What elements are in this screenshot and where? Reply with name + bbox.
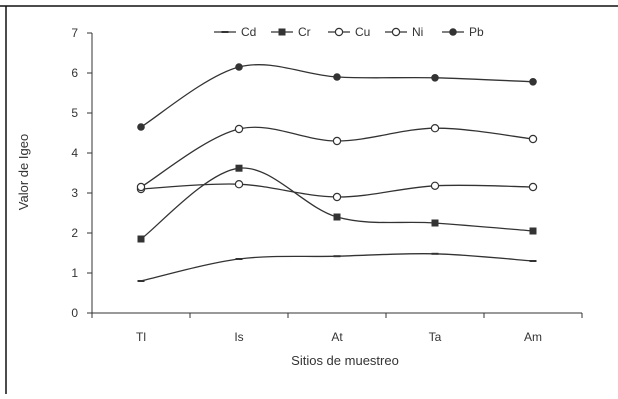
- data-point-cr: [529, 227, 537, 235]
- x-tick-label: Is: [234, 330, 243, 344]
- data-point-cr: [137, 235, 145, 243]
- legend-item-cu: Cu: [328, 25, 370, 39]
- y-tick-label: 3: [71, 186, 78, 200]
- data-point-cr: [235, 164, 243, 172]
- legend-label-cr: Cr: [298, 25, 311, 39]
- data-point-pb: [137, 123, 145, 131]
- data-point-pb: [333, 73, 341, 81]
- legend-item-ni: Ni: [385, 25, 423, 39]
- legend-item-cd: Cd: [214, 25, 256, 39]
- series-cu: [136, 179, 538, 202]
- data-point-cu: [430, 181, 440, 190]
- legend-label-cd: Cd: [241, 25, 256, 39]
- series-cr: [137, 164, 537, 243]
- data-point-pb: [431, 74, 439, 82]
- y-tick-label: 5: [71, 106, 78, 120]
- data-point-cu: [528, 182, 538, 192]
- x-tick-label: Am: [524, 330, 542, 344]
- x-tick-label: Ta: [429, 330, 442, 344]
- legend-item-pb: Pb: [442, 25, 484, 39]
- y-tick-label: 1: [71, 266, 78, 280]
- legend-marker-ni: [391, 27, 401, 37]
- x-axis-label: Sitios de muestreo: [291, 353, 399, 368]
- data-point-cu: [234, 179, 244, 189]
- y-tick-label: 4: [71, 146, 78, 160]
- x-tick-label: Tl: [136, 330, 146, 344]
- y-axis-label: Valor de Igeo: [16, 134, 31, 210]
- series-line-ni: [140, 126, 534, 188]
- data-point-pb: [235, 63, 243, 71]
- legend-marker-pb: [449, 28, 457, 36]
- legend: Cd Cr Cu Ni Pb: [214, 25, 484, 39]
- legend-label-pb: Pb: [469, 25, 484, 39]
- legend-item-cr: Cr: [271, 25, 311, 39]
- data-point-cr: [333, 213, 341, 221]
- data-point-ni: [528, 134, 538, 144]
- axes: 0 1 2 3 4 5 6 7 Tl Is At Ta Am: [71, 26, 583, 344]
- y-tick-label: 0: [71, 306, 78, 320]
- series-line-cd: [140, 252, 534, 282]
- data-point-cu: [332, 192, 342, 202]
- data-point-pb: [529, 78, 537, 86]
- y-tick-label: 2: [71, 226, 78, 240]
- legend-label-cu: Cu: [355, 25, 370, 39]
- x-tick-label: At: [331, 330, 343, 344]
- data-point-ni: [234, 124, 244, 134]
- legend-marker-cr: [278, 28, 286, 36]
- y-tick-label: 6: [71, 66, 78, 80]
- data-point-ni: [332, 136, 342, 146]
- data-point-ni: [136, 182, 146, 192]
- series-pb: [137, 63, 537, 131]
- series-layer: [136, 63, 538, 282]
- y-tick-label: 7: [71, 26, 78, 40]
- data-point-ni: [430, 123, 440, 133]
- legend-marker-cu: [334, 27, 344, 37]
- legend-label-ni: Ni: [412, 25, 423, 39]
- data-point-cr: [431, 219, 439, 227]
- series-ni: [136, 123, 538, 192]
- series-line-cr: [140, 167, 534, 240]
- series-cd: [137, 252, 537, 282]
